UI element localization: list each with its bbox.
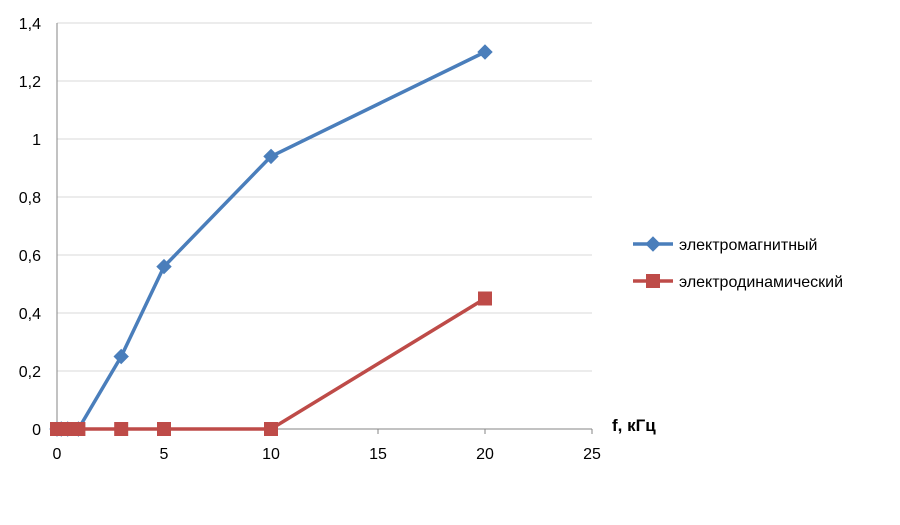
y-tick-label: 0,4 [19, 306, 41, 323]
data-point [113, 348, 129, 365]
legend-label: электромагнитный [679, 237, 817, 254]
data-point [478, 291, 492, 306]
data-point [264, 422, 278, 436]
x-axis-label: f, кГц [612, 416, 656, 435]
data-point [157, 422, 171, 436]
series-layer [49, 44, 493, 437]
data-point [477, 44, 493, 60]
legend-label: электродинамический [679, 274, 843, 291]
axes [56, 23, 593, 434]
y-tick-label: 1,2 [19, 74, 41, 91]
y-tick-label: 1,4 [19, 16, 41, 33]
data-point [263, 148, 279, 165]
x-tick-label: 5 [160, 446, 169, 463]
x-tick-label: 10 [262, 446, 280, 463]
series-2 [50, 291, 492, 436]
legend-item-1: электромагнитный [633, 236, 817, 254]
legend-item-2: электродинамический [633, 274, 843, 291]
data-point [156, 258, 172, 275]
x-tick-labels: 0 5 10 15 20 25 [53, 446, 601, 463]
legend-swatch-marker [645, 236, 661, 252]
y-tick-label: 0 [32, 422, 41, 439]
x-tick-label: 20 [476, 446, 494, 463]
x-tick-label: 15 [369, 446, 387, 463]
y-tick-label: 0,6 [19, 248, 41, 265]
y-tick-label: 0,8 [19, 190, 41, 207]
x-tick-label: 0 [53, 446, 62, 463]
y-tick-label: 1 [32, 132, 41, 149]
data-point [71, 422, 86, 436]
legend-swatch-marker [646, 274, 660, 288]
series-line [55, 50, 487, 431]
series-1 [49, 44, 493, 437]
legend: электромагнитный электродинамический [633, 236, 843, 291]
y-tick-labels: 0 0,2 0,4 0,6 0,8 1 1,2 1,4 [19, 16, 41, 439]
gridlines [57, 22, 592, 372]
y-tick-label: 0,2 [19, 364, 41, 381]
data-point [114, 422, 129, 436]
x-tick-label: 25 [583, 446, 601, 463]
